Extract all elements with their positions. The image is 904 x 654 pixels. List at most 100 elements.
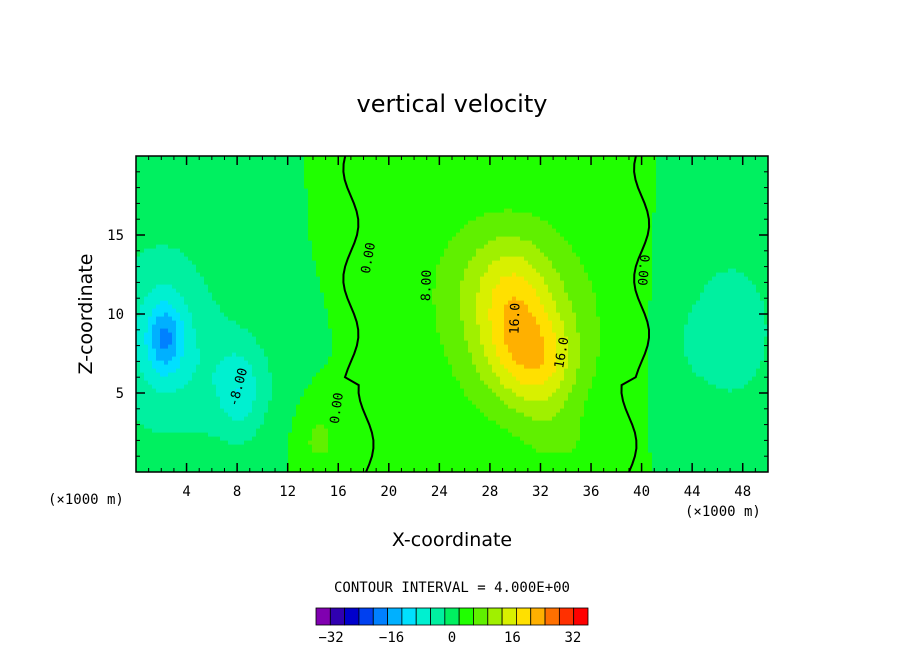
field-cell [164,376,169,381]
field-cell [136,344,141,349]
field-cell [360,228,365,233]
field-cell [260,332,265,337]
field-cell [260,364,265,369]
field-cell [136,236,141,241]
field-cell [320,380,325,385]
field-cell [336,180,341,185]
field-cell [260,392,265,397]
field-cell [244,456,249,461]
field-cell [260,212,265,217]
field-cell [180,160,185,165]
field-cell [280,408,285,413]
field-cell [224,336,229,341]
field-cell [216,408,221,413]
field-cell [300,312,305,317]
field-cell [232,344,237,349]
field-cell [236,240,241,245]
field-cell [156,180,161,185]
field-cell [276,420,281,425]
field-cell [204,300,209,305]
field-cell [364,432,369,437]
field-cell [312,368,317,373]
field-cell [316,272,321,277]
field-cell [252,284,257,289]
field-cell [152,228,157,233]
field-cell [352,364,357,369]
field-cell [304,296,309,301]
field-cell [172,196,177,201]
field-cell [168,340,173,345]
field-cell [296,156,301,161]
field-cell [220,328,225,333]
field-cell [140,392,145,397]
field-cell [260,276,265,281]
field-cell [368,348,373,353]
field-cell [248,332,253,337]
field-cell [156,236,161,241]
field-cell [280,416,285,421]
field-cell [292,292,297,297]
field-cell [172,428,177,433]
field-cell [336,240,341,245]
field-cell [376,240,381,245]
field-cell [156,244,161,249]
field-cell [248,396,253,401]
field-cell [164,216,169,221]
field-cell [288,420,293,425]
field-cell [320,248,325,253]
field-cell [352,404,357,409]
field-cell [376,252,381,257]
field-cell [216,356,221,361]
field-cell [348,212,353,217]
field-cell [360,172,365,177]
field-cell [304,408,309,413]
field-cell [328,184,333,189]
field-cell [324,364,329,369]
field-cell [252,360,257,365]
field-cell [140,236,145,241]
field-cell [156,456,161,461]
field-cell [368,432,373,437]
field-cell [276,172,281,177]
field-cell [332,440,337,445]
field-cell [376,372,381,377]
field-cell [372,220,377,225]
field-cell [164,324,169,329]
field-cell [232,176,237,181]
field-cell [224,184,229,189]
field-cell [368,156,373,161]
field-cell [336,428,341,433]
field-cell [208,420,213,425]
field-cell [144,196,149,201]
field-cell [176,252,181,257]
field-cell [352,424,357,429]
field-cell [212,248,217,253]
field-cell [252,392,257,397]
field-cell [348,332,353,337]
field-cell [352,172,357,177]
field-cell [180,192,185,197]
field-cell [252,168,257,173]
field-cell [180,396,185,401]
field-cell [168,416,173,421]
field-cell [336,352,341,357]
field-cell [236,344,241,349]
field-cell [216,284,221,289]
field-cell [296,412,301,417]
field-cell [376,420,381,425]
field-cell [140,240,145,245]
field-cell [148,448,153,453]
field-cell [200,192,205,197]
field-cell [188,316,193,321]
field-cell [188,288,193,293]
field-cell [224,232,229,237]
field-cell [236,248,241,253]
field-cell [240,372,245,377]
field-cell [192,252,197,257]
field-cell [304,344,309,349]
field-cell [164,436,169,441]
field-cell [332,304,337,309]
field-cell [284,440,289,445]
field-cell [196,420,201,425]
field-cell [208,372,213,377]
